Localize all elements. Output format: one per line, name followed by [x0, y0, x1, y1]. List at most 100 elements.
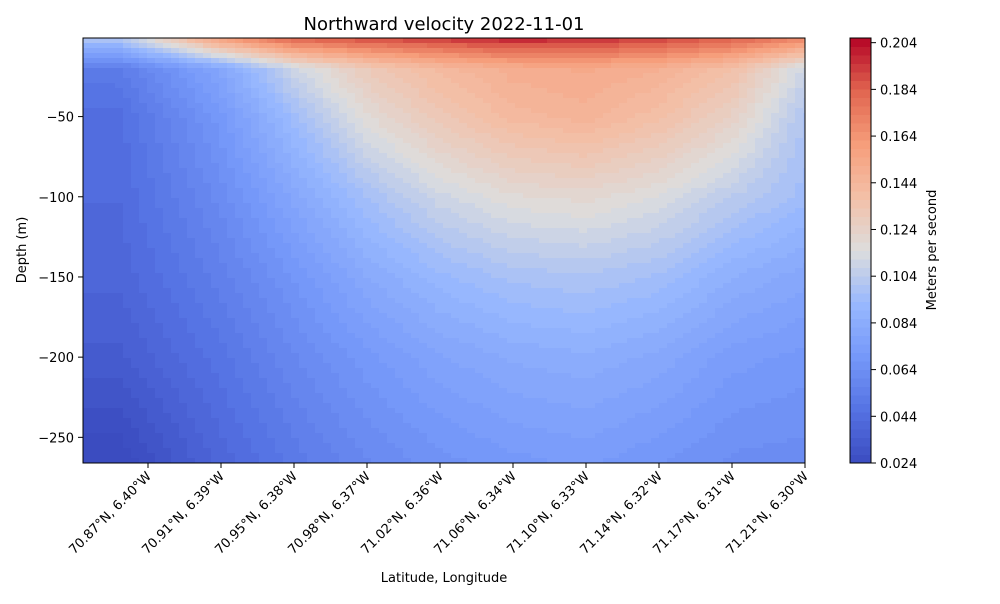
heatmap-cell	[147, 118, 156, 124]
heatmap-cell	[147, 83, 156, 89]
heatmap-cell	[131, 253, 140, 259]
heatmap-cell	[275, 303, 284, 309]
heatmap-cell	[427, 428, 436, 434]
heatmap-cell	[491, 313, 500, 319]
heatmap-cell	[531, 38, 540, 44]
heatmap-cell	[435, 73, 444, 79]
heatmap-cell	[331, 423, 340, 429]
heatmap-cell	[315, 188, 324, 194]
heatmap-cell	[451, 123, 460, 129]
heatmap-cell	[251, 118, 260, 124]
heatmap-cell	[147, 438, 156, 444]
heatmap-cell	[451, 228, 460, 234]
heatmap-cell	[115, 458, 124, 463]
heatmap-cell	[91, 133, 100, 139]
heatmap-cell	[259, 273, 268, 279]
heatmap-cell	[115, 388, 124, 394]
heatmap-cell	[395, 323, 404, 329]
heatmap-cell	[355, 158, 364, 164]
heatmap-cell	[171, 443, 180, 449]
heatmap-cell	[155, 338, 164, 344]
heatmap-cell	[475, 343, 484, 349]
heatmap-cell	[347, 298, 356, 304]
heatmap-cell	[291, 143, 300, 149]
heatmap-cell	[243, 203, 252, 209]
heatmap-cell	[91, 378, 100, 384]
heatmap-cell	[243, 283, 252, 289]
heatmap-cell	[531, 368, 540, 374]
heatmap-cell	[347, 453, 356, 459]
heatmap-cell	[219, 83, 228, 89]
heatmap-cell	[283, 408, 292, 414]
heatmap-cell	[243, 258, 252, 264]
heatmap-cell	[139, 313, 148, 319]
heatmap-cell	[227, 233, 236, 239]
heatmap-cell	[91, 308, 100, 314]
heatmap-cell	[499, 178, 508, 184]
heatmap-cell	[523, 268, 532, 274]
heatmap-cell	[363, 383, 372, 389]
heatmap-cell	[291, 53, 300, 59]
heatmap-cell	[339, 378, 348, 384]
heatmap-cell	[243, 228, 252, 234]
heatmap-cell	[123, 408, 132, 414]
heatmap-cell	[275, 408, 284, 414]
heatmap-cell	[291, 288, 300, 294]
heatmap-cell	[411, 208, 420, 214]
heatmap-cell	[99, 328, 108, 334]
heatmap-cell	[435, 323, 444, 329]
heatmap-cell	[475, 418, 484, 424]
heatmap-cell	[219, 308, 228, 314]
heatmap-cell	[523, 63, 532, 69]
heatmap-cell	[347, 218, 356, 224]
heatmap-cell	[403, 338, 412, 344]
heatmap-cell	[467, 283, 476, 289]
heatmap-cell	[339, 123, 348, 129]
heatmap-cell	[363, 158, 372, 164]
heatmap-cell	[451, 153, 460, 159]
heatmap-cell	[523, 293, 532, 299]
heatmap-cell	[259, 313, 268, 319]
heatmap-cell	[371, 188, 380, 194]
heatmap-cell	[275, 248, 284, 254]
heatmap-cell	[155, 63, 164, 69]
heatmap-cell	[107, 458, 116, 463]
heatmap-cell	[139, 63, 148, 69]
heatmap-cell	[131, 443, 140, 449]
heatmap-cell	[211, 188, 220, 194]
heatmap-cell	[451, 413, 460, 419]
heatmap-cell	[443, 393, 452, 399]
heatmap-cell	[363, 363, 372, 369]
heatmap-cell	[531, 113, 540, 119]
heatmap-cell	[443, 308, 452, 314]
heatmap-cell	[355, 183, 364, 189]
heatmap-cell	[523, 203, 532, 209]
heatmap-cell	[331, 338, 340, 344]
heatmap-cell	[83, 403, 92, 409]
heatmap-cell	[411, 213, 420, 219]
heatmap-cell	[395, 203, 404, 209]
heatmap-cell	[331, 213, 340, 219]
heatmap-cell	[491, 263, 500, 269]
heatmap-cell	[299, 168, 308, 174]
heatmap-cell	[243, 243, 252, 249]
heatmap-cell	[155, 43, 164, 49]
heatmap-cell	[475, 303, 484, 309]
heatmap-cell	[315, 168, 324, 174]
heatmap-cell	[491, 388, 500, 394]
heatmap-cell	[171, 438, 180, 444]
heatmap-cell	[275, 258, 284, 264]
heatmap-cell	[371, 123, 380, 129]
heatmap-cell	[187, 378, 196, 384]
heatmap-cell	[115, 83, 124, 89]
heatmap-cell	[323, 448, 332, 454]
heatmap-cell	[547, 58, 556, 64]
heatmap-cell	[115, 433, 124, 439]
heatmap-cell	[459, 148, 468, 154]
heatmap-cell	[539, 333, 548, 339]
heatmap-cell	[419, 243, 428, 249]
heatmap-cell	[379, 323, 388, 329]
heatmap-cell	[139, 348, 148, 354]
heatmap-cell	[539, 193, 548, 199]
heatmap-cell	[147, 293, 156, 299]
